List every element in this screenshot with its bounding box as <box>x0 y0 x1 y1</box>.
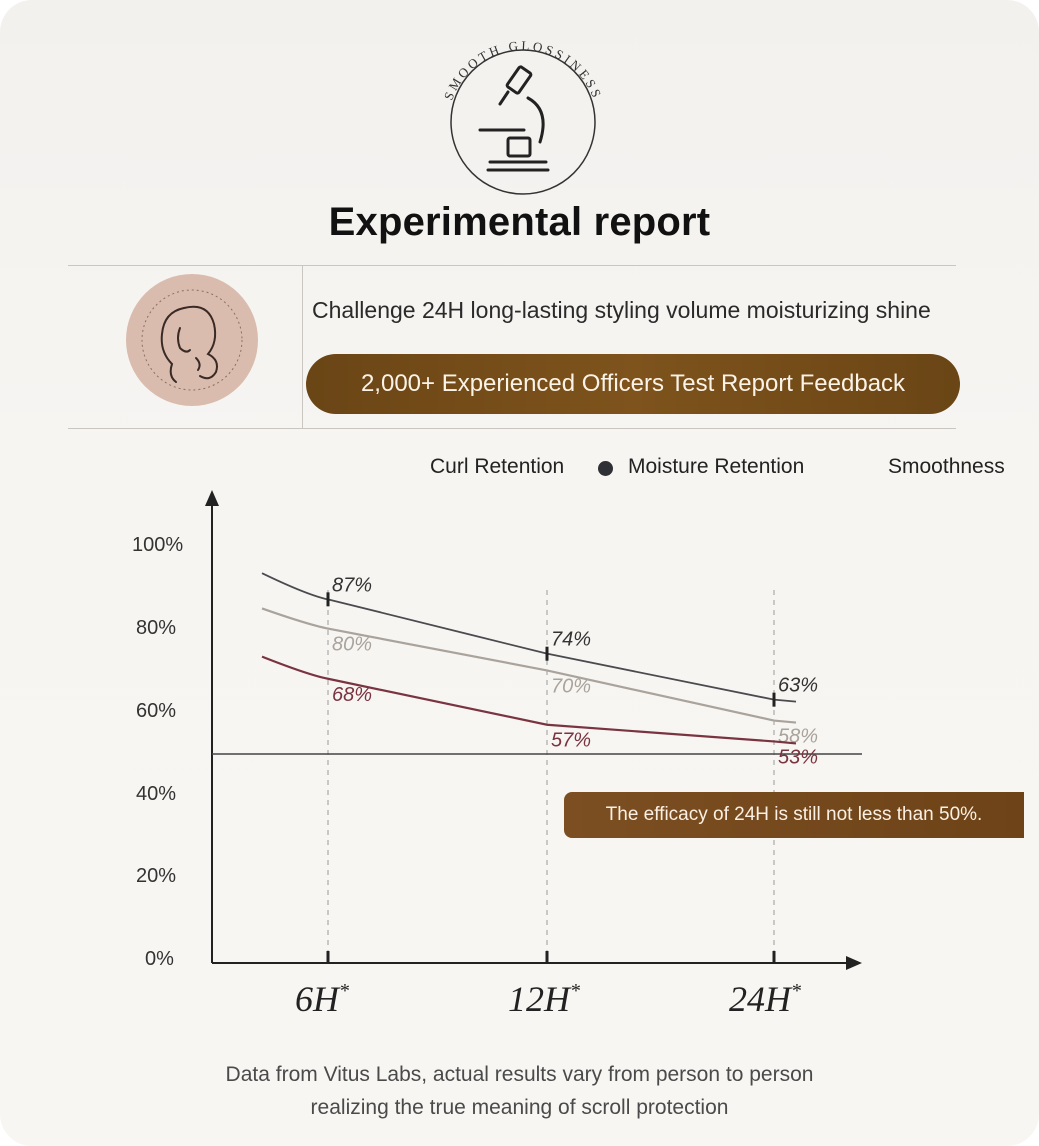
data-label: 53% <box>778 746 818 768</box>
x-tick-label-24h: 24H* <box>729 979 801 1019</box>
test-report-pill: 2,000+ Experienced Officers Test Report … <box>306 354 960 414</box>
legend-dot <box>598 461 613 476</box>
page-title: Experimental report <box>328 200 711 244</box>
x-axis-arrow <box>846 956 862 970</box>
divider-bottom <box>68 428 956 429</box>
y-tick-label: 0% <box>145 948 174 970</box>
footer-source: Data from Vitus Labs, actual results var… <box>225 1063 814 1086</box>
y-tick-label: 40% <box>136 783 177 805</box>
efficacy-callout: The efficacy of 24H is still not less th… <box>564 792 1024 838</box>
y-tick-label: 80% <box>136 617 177 639</box>
x-tick-label-12h: 12H* <box>508 979 580 1019</box>
x-tick-label-6h: 6H* <box>295 979 349 1019</box>
y-tick-label: 100% <box>132 534 184 556</box>
data-label: 70% <box>551 675 591 697</box>
divider-top <box>68 265 956 266</box>
data-label: 58% <box>778 726 818 748</box>
y-tick-label: 20% <box>136 865 177 887</box>
legend-smoothness: Smoothness <box>888 455 1005 478</box>
footer-tagline: realizing the true meaning of scroll pro… <box>310 1096 729 1119</box>
y-axis-arrow <box>205 490 219 506</box>
series-line-smoothness <box>261 655 797 745</box>
tagline: Challenge 24H long-lasting styling volum… <box>312 297 931 323</box>
data-label: 80% <box>332 634 372 656</box>
data-label: 63% <box>778 675 818 697</box>
series-line-curl-retention <box>261 572 797 703</box>
series-line-moisture-retention <box>261 607 797 724</box>
legend-curl-retention: Curl Retention <box>430 455 565 478</box>
microscope-logo-icon: SMOOTH GLOSSINESS <box>441 38 602 195</box>
hair-badge-icon <box>126 274 258 406</box>
data-label: 74% <box>551 629 591 651</box>
legend-moisture-retention: Moisture Retention <box>628 455 805 478</box>
data-label: 87% <box>332 574 372 596</box>
divider-vertical <box>302 265 303 428</box>
y-tick-label: 60% <box>136 700 177 722</box>
data-label: 57% <box>551 730 591 752</box>
data-label: 68% <box>332 684 372 706</box>
